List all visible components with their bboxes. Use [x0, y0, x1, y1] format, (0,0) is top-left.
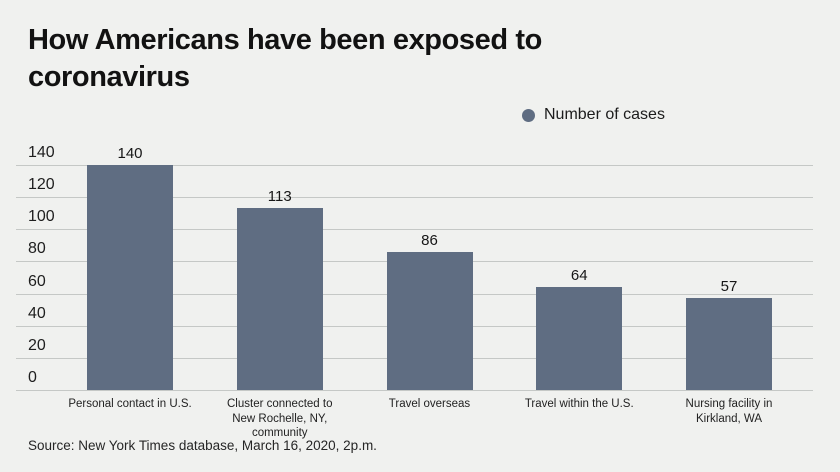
- x-axis-category-label-line: New Rochelle, NY,: [232, 412, 328, 425]
- y-axis-tick-label: 20: [28, 336, 46, 354]
- x-axis-category-label: Nursing facility in Kirkland, WA: [641, 397, 817, 426]
- bar-value-label: 86: [421, 231, 438, 249]
- y-axis-tick-label: 80: [28, 240, 46, 258]
- chart-title: How Americans have been exposed to coron…: [28, 24, 542, 93]
- bar: [87, 165, 173, 390]
- y-axis-tick-label: 120: [28, 176, 55, 194]
- x-axis-category-label-line: Cluster connected to: [227, 398, 333, 410]
- x-axis-category-label: Travel overseas: [342, 397, 518, 412]
- x-axis-category-label-line: Travel within the U.S.: [524, 398, 634, 410]
- legend: Number of cases: [522, 106, 665, 124]
- x-axis-category-label: Cluster connected to New Rochelle, NY, com…: [192, 397, 368, 441]
- x-axis-category-label: Travel within the U.S.: [491, 397, 667, 412]
- gridline: [16, 165, 813, 166]
- x-axis-category-label-line: Nursing facility in: [685, 398, 773, 410]
- bar-value-label: 64: [570, 267, 588, 285]
- x-axis-category-label: Personal contact in U.S.: [42, 397, 218, 412]
- y-axis-tick-label: 100: [28, 208, 55, 226]
- bar-value-label: 140: [117, 145, 143, 162]
- bar: [386, 251, 473, 390]
- x-axis-category-label-line: community: [251, 427, 308, 439]
- bar: [536, 287, 623, 390]
- bar: [236, 208, 323, 390]
- bar-value-label: 57: [720, 278, 738, 296]
- y-axis-tick-label: 140: [28, 144, 55, 161]
- legend-label: Number of cases: [544, 106, 665, 123]
- source-note: Source: New York Times database, March 1…: [28, 438, 377, 453]
- x-axis-category-label-line: Kirkland, WA: [695, 412, 763, 425]
- gridline: [16, 390, 813, 391]
- gridline: [16, 229, 813, 231]
- legend-marker-icon: [522, 108, 535, 122]
- bar-value-label: 113: [267, 188, 292, 206]
- gridline: [16, 197, 813, 199]
- x-axis-category-label-line: Personal contact in U.S.: [68, 398, 192, 410]
- bar: [686, 298, 772, 390]
- y-axis-tick-label: 0: [28, 369, 37, 386]
- x-axis-category-label-line: Travel overseas: [388, 398, 471, 410]
- y-axis-tick-label: 40: [28, 304, 46, 322]
- y-axis-tick-label: 60: [28, 272, 46, 290]
